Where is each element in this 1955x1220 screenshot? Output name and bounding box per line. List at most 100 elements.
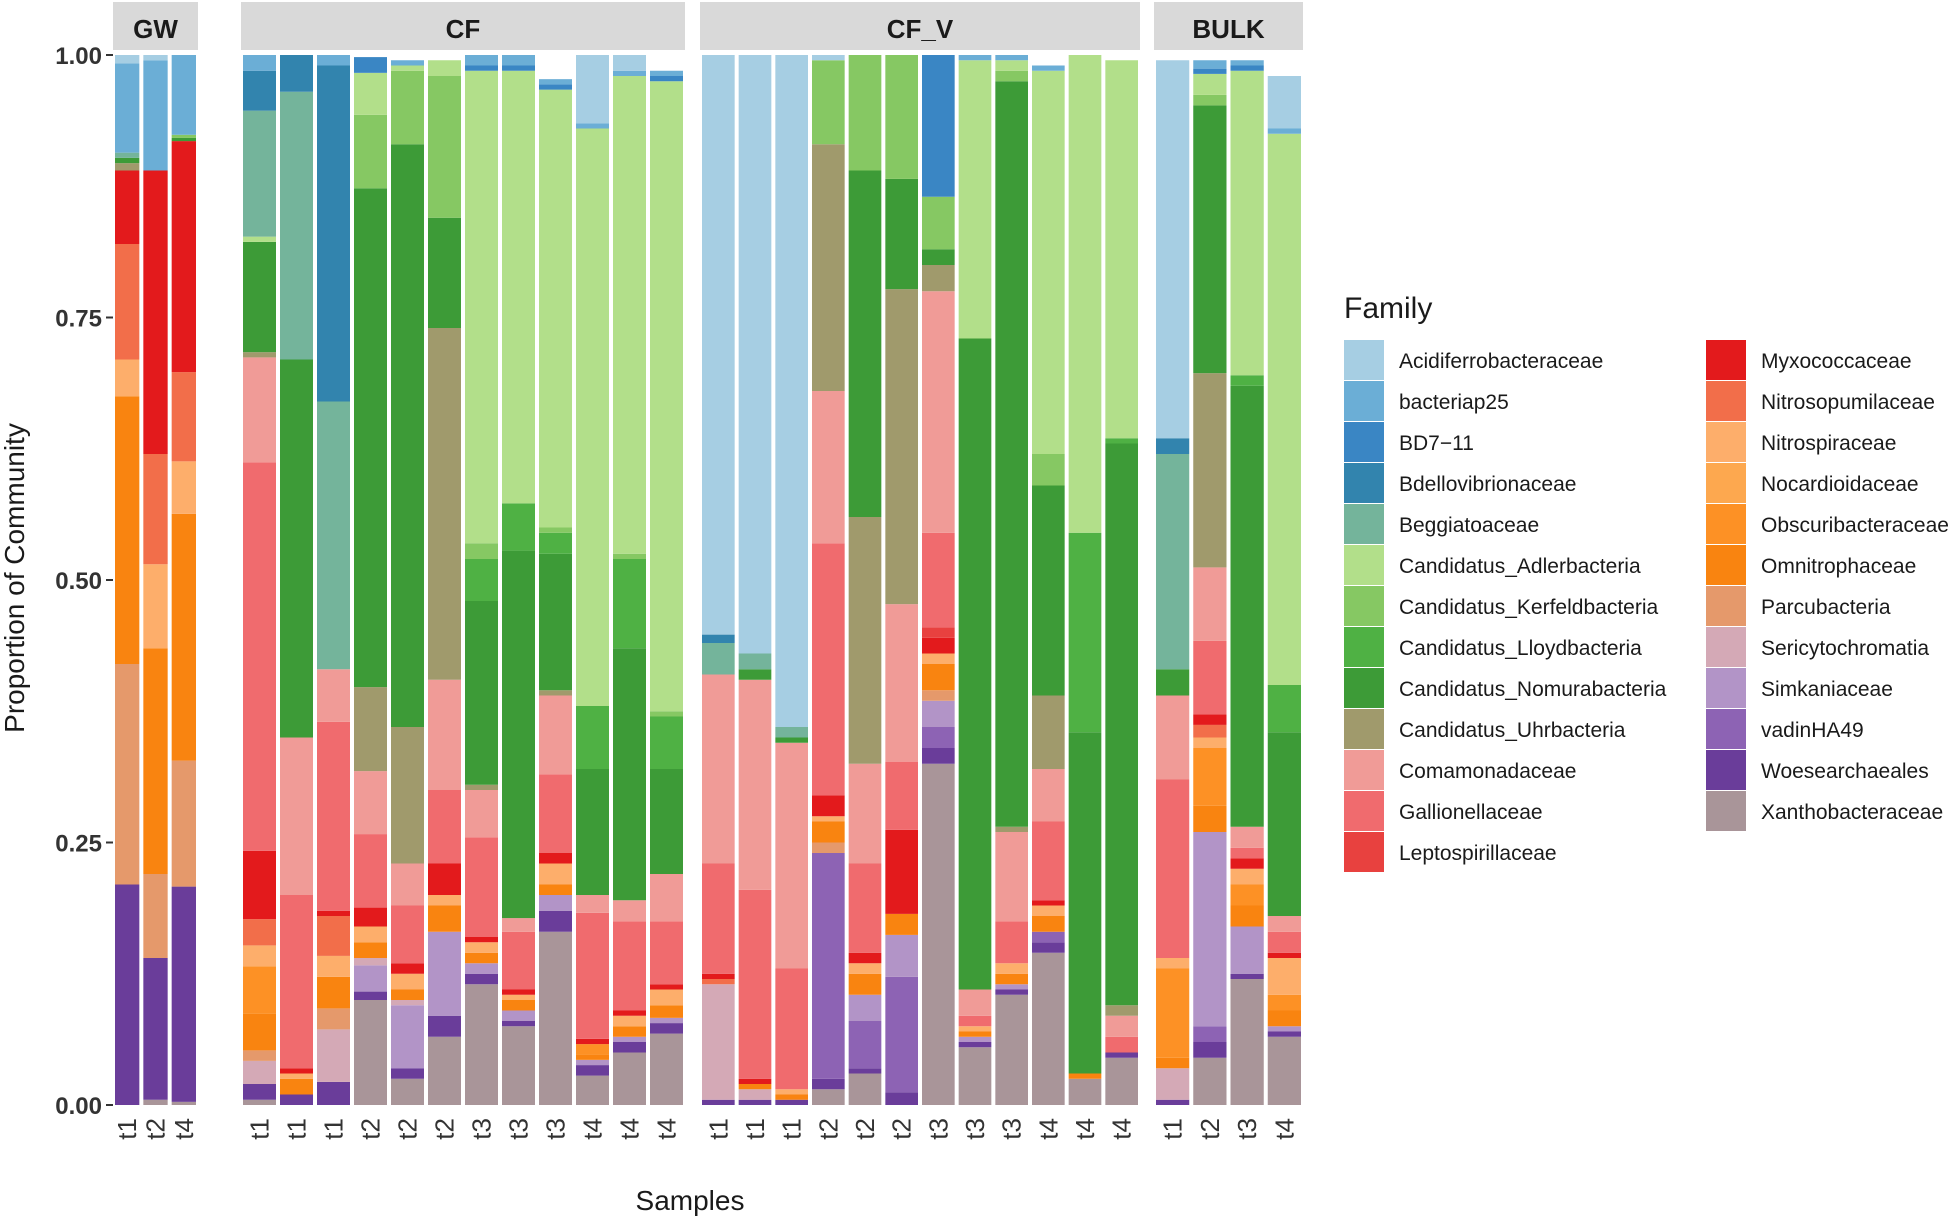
segment-candidatus-nomurabacteria (995, 81, 1028, 827)
segment-candidatus-uhrbacteria (1032, 695, 1065, 769)
segment-woesearchaeales (465, 973, 498, 985)
segment-xanthobacteraceae (465, 984, 498, 1105)
legend-item-nitrosopumilaceae: Nitrosopumilaceae (1706, 381, 1935, 421)
segment-candidatus-lloydbacteria (465, 559, 498, 601)
legend-swatch (1706, 791, 1746, 831)
segment-woesearchaeales (576, 1065, 609, 1076)
bar-cf-t4 (650, 70, 683, 1105)
segment-candidatus-adlerbacteria (1230, 70, 1264, 376)
segment-sericytochromatia (391, 1000, 424, 1006)
segment-xanthobacteraceae (1068, 1078, 1102, 1105)
segment-xanthobacteraceae (1105, 1057, 1138, 1105)
segment-omnitrophaceae (317, 976, 350, 1009)
segment-gallionellaceae (280, 895, 313, 1069)
x-tick-label: t4 (1107, 1118, 1137, 1140)
y-axis-title: Proportion of Community (0, 423, 30, 733)
legend-label: Simkaniaceae (1761, 678, 1893, 701)
legend-label: BD7−11 (1399, 432, 1474, 455)
segment-candidatus-nomurabacteria (1267, 732, 1301, 916)
legend-swatch (1344, 463, 1384, 503)
bar-cf-t1 (280, 55, 313, 1105)
segment-candidatus-nomurabacteria (922, 249, 955, 265)
segment-nitrospiraceae (539, 863, 572, 885)
segment-gallionellaceae (317, 721, 350, 911)
segment-bd7-11 (539, 84, 572, 90)
segment-xanthobacteraceae (391, 1078, 424, 1105)
segment-nitrospiraceae (354, 926, 387, 943)
segment-candidatus-adlerbacteria (650, 81, 683, 712)
segment-candidatus-kerfeldbacteria (650, 711, 683, 717)
segment-omnitrophaceae (650, 1005, 683, 1018)
segment-candidatus-adlerbacteria (1068, 55, 1102, 533)
segment-beggiatoaceae (317, 401, 350, 670)
legend-label: Comamonadaceae (1399, 760, 1576, 783)
segment-candidatus-adlerbacteria (1032, 70, 1065, 454)
segment-simkaniaceae (539, 895, 572, 911)
bar-cf-v-t2 (812, 55, 845, 1105)
segment-acidiferrobacteraceae (775, 55, 808, 727)
segment-omnitrophaceae (243, 1013, 276, 1051)
y-tick-label: 0.00 (55, 1093, 102, 1120)
segment-myxococcaceae (354, 907, 387, 927)
segment-myxococcaceae (502, 989, 535, 995)
segment-sericytochromatia (1156, 1068, 1190, 1100)
segment-woesearchaeales (1267, 1031, 1301, 1037)
legend: Family Acidiferrobacteraceae bacteriap25 B… (1344, 292, 1949, 872)
legend-label: Omnitrophaceae (1761, 555, 1916, 578)
segment-gallionellaceae (702, 863, 735, 974)
bar-cf-t4 (576, 55, 609, 1105)
legend-label: Gallionellaceae (1399, 801, 1543, 824)
segment-xanthobacteraceae (539, 931, 572, 1105)
segment-candidatus-adlerbacteria (539, 89, 572, 528)
legend-swatch (1344, 340, 1384, 380)
segment-beggiatoaceae (738, 653, 772, 670)
segment-gallionellaceae (613, 921, 646, 1011)
segment-myxococcaceae (391, 963, 424, 974)
bar-cf-v-t1 (775, 55, 808, 1105)
segment-xanthobacteraceae (428, 1036, 461, 1105)
legend-swatch (1344, 545, 1384, 585)
segment-simkaniaceae (613, 1036, 646, 1042)
y-tick-label: 0.25 (55, 831, 102, 858)
bar-cf-v-t4 (1068, 55, 1102, 1105)
x-tick-label: t1 (319, 1118, 349, 1140)
segment-comamonadaceae (280, 737, 313, 895)
legend-item-acidiferrobacteraceae: Acidiferrobacteraceae (1344, 340, 1603, 380)
segment-omnitrophaceae (995, 973, 1028, 985)
legend-swatch (1706, 422, 1746, 462)
legend-item-woesearchaeales: Woesearchaeales (1706, 750, 1929, 790)
segment-candidatus-nomurabacteria (354, 188, 387, 688)
segment-nitrospiraceae (143, 564, 168, 649)
facet-label: GW (133, 14, 178, 44)
legend-title: Family (1344, 292, 1432, 325)
segment-xanthobacteraceae (502, 1026, 535, 1105)
legend-swatch (1344, 791, 1384, 831)
legend-swatch (1706, 750, 1746, 790)
segment-myxococcaceae (428, 863, 461, 895)
segment-omnitrophaceae (115, 396, 140, 664)
segment-parcubacteria (143, 874, 168, 958)
segment-parcubacteria (922, 690, 955, 701)
segment-acidiferrobacteraceae (576, 55, 609, 124)
legend-item-sericytochromatia: Sericytochromatia (1706, 627, 1929, 667)
segment-gallionellaceae (465, 837, 498, 937)
segment-candidatus-kerfeldbacteria (171, 134, 196, 138)
x-tick-label: t3 (467, 1118, 497, 1140)
segment-myxococcaceae (465, 937, 498, 943)
segment-myxococcaceae (650, 984, 683, 990)
legend-swatch (1706, 381, 1746, 421)
x-tick-label: t4 (1070, 1118, 1100, 1140)
segment-simkaniaceae (502, 1010, 535, 1021)
segment-vadinha49 (922, 727, 955, 748)
segment-candidatus-adlerbacteria (958, 60, 992, 339)
segment-parcubacteria (171, 760, 196, 887)
legend-item-candidatus-lloydbacteria: Candidatus_Lloydbacteria (1344, 627, 1642, 667)
segment-sericytochromatia (738, 1089, 772, 1100)
segment-candidatus-kerfeldbacteria (391, 70, 424, 145)
x-tick-label: t3 (960, 1118, 990, 1140)
segment-bd7-11 (502, 65, 535, 71)
segment-myxococcaceae (171, 141, 196, 373)
segment-nitrospiraceae (1032, 905, 1065, 916)
segment-nitrospiraceae (1193, 737, 1227, 748)
